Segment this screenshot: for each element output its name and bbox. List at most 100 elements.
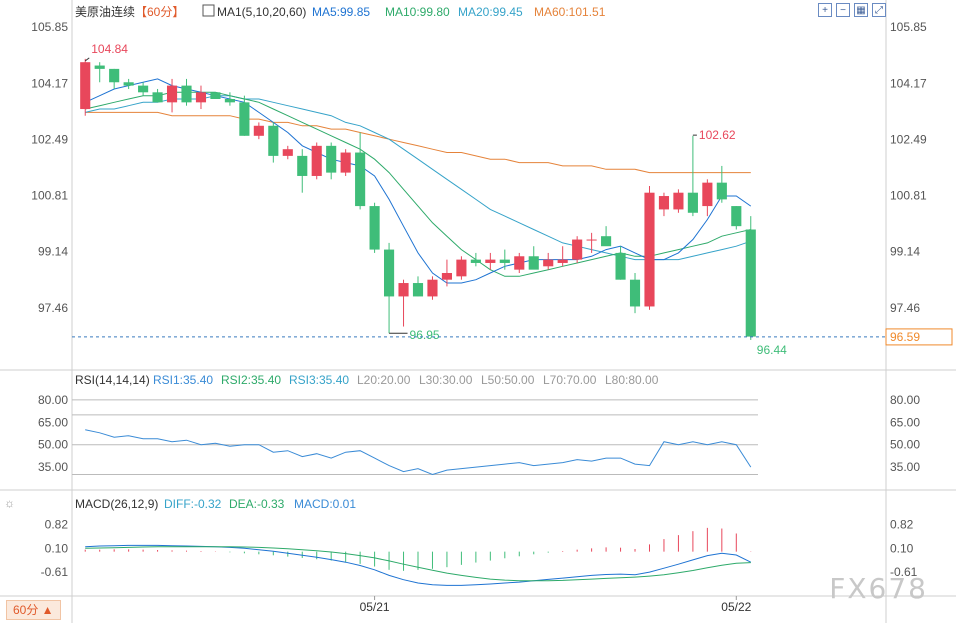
price-tick-label-left: 100.81 <box>31 189 68 203</box>
candle-body <box>731 206 742 227</box>
watermark: FX678 <box>829 572 928 605</box>
candle-body <box>745 229 756 337</box>
candle-body <box>253 125 264 136</box>
candle-body <box>557 259 568 263</box>
period-button[interactable]: 60分 ▲ <box>6 600 61 620</box>
candle-body <box>398 283 409 297</box>
candle-body <box>427 279 438 297</box>
candle-body <box>658 196 670 210</box>
price-tick-label-right: 104.17 <box>890 76 927 90</box>
macd-tick-label-left: -0.61 <box>41 565 69 579</box>
chart-toolbar: + − ▦ ⤢ <box>818 3 886 17</box>
candle-body <box>340 152 351 173</box>
date-tick-label: 05/21 <box>360 600 390 614</box>
high-pointer <box>84 57 90 62</box>
candle-body <box>702 182 713 207</box>
rsi-line <box>85 429 752 476</box>
ma10-value: MA10:99.80 <box>385 5 450 19</box>
dea-line <box>85 546 751 582</box>
price-tick-label-right: 97.46 <box>890 301 920 315</box>
candle-body <box>311 145 322 176</box>
zoom-out-icon[interactable]: − <box>836 3 850 17</box>
high-annotation: 104.84 <box>91 42 128 56</box>
candle-body <box>123 82 134 86</box>
candle-body <box>687 192 698 213</box>
macd-tick-label-right: 0.10 <box>890 541 914 555</box>
macd-label: MACD(26,12,9) <box>75 497 158 511</box>
ma60-line <box>85 111 751 174</box>
rsi-tick-label-right: 80.00 <box>890 393 920 407</box>
candle-body <box>166 85 178 103</box>
candle-body <box>716 182 727 200</box>
candle-body <box>412 283 424 297</box>
l20-value: L20:20.00 <box>357 373 411 387</box>
candle-body <box>615 252 626 280</box>
ma5-line <box>84 78 752 284</box>
last-low-annotation: 96.44 <box>757 343 787 357</box>
candle-body <box>239 102 250 136</box>
rsi-label: RSI(14,14,14) <box>75 373 150 387</box>
period-tag: 【60分】 <box>135 5 184 19</box>
candle-body <box>369 206 380 250</box>
price-tick-label-left: 104.17 <box>31 76 68 90</box>
candle-body <box>456 259 467 277</box>
candle-body <box>195 92 207 103</box>
ma60-value: MA60:101.51 <box>534 5 606 19</box>
candle-body <box>514 256 525 270</box>
candle-body <box>210 92 221 99</box>
candle-body <box>644 192 655 307</box>
candle-body <box>470 259 481 263</box>
candle-body <box>326 145 337 173</box>
candle-body <box>109 68 120 83</box>
candle-body <box>629 279 641 307</box>
instrument-title: 美原油连续 <box>75 4 135 19</box>
ma-icon <box>202 4 215 17</box>
date-tick-label: 05/22 <box>721 600 751 614</box>
rsi-tick-label-left: 80.00 <box>38 393 68 407</box>
price-tick-label-right: 99.14 <box>890 245 920 259</box>
candle-body <box>282 149 293 156</box>
diff-value: DIFF:-0.32 <box>164 497 222 511</box>
ma5-value: MA5:99.85 <box>312 5 370 19</box>
candle-body <box>181 85 192 103</box>
candle-body <box>355 152 366 207</box>
current-price-label: 96.59 <box>890 330 920 344</box>
rsi2-value: RSI2:35.40 <box>221 373 281 387</box>
rsi1-value: RSI1:35.40 <box>153 373 213 387</box>
candle-body <box>152 92 163 103</box>
candle-body <box>80 62 91 110</box>
candle-body <box>268 125 279 156</box>
rsi-tick-label-right: 65.00 <box>890 415 920 429</box>
candle-body <box>485 259 496 263</box>
price-tick-label-left: 102.49 <box>31 132 68 146</box>
rsi-tick-label-left: 65.00 <box>38 415 68 429</box>
dea-value: DEA:-0.33 <box>229 497 285 511</box>
candle-body <box>543 259 554 267</box>
candle-body <box>138 85 149 93</box>
ma20-value: MA20:99.45 <box>458 5 523 19</box>
l80-value: L80:80.00 <box>605 373 659 387</box>
low-annotation: 96.95 <box>410 328 440 342</box>
ma10-line <box>85 91 751 277</box>
macd-tick-label-left: 0.82 <box>45 518 69 532</box>
l30-value: L30:30.00 <box>419 373 473 387</box>
l70-value: L70:70.00 <box>543 373 597 387</box>
candle-body <box>297 155 308 176</box>
candle-body <box>572 239 583 260</box>
zoom-in-icon[interactable]: + <box>818 3 832 17</box>
candle-body <box>224 99 235 103</box>
rsi-tick-label-left: 50.00 <box>38 438 68 452</box>
fullscreen-icon[interactable]: ⤢ <box>872 3 886 17</box>
price-tick-label-right: 102.49 <box>890 132 927 146</box>
macd-value: MACD:0.01 <box>294 497 356 511</box>
ma-label: MA1(5,10,20,60) <box>217 5 306 19</box>
price-tick-label-left: 105.85 <box>31 20 68 34</box>
price-tick-label-right: 100.81 <box>890 189 927 203</box>
rsi-tick-label-right: 35.00 <box>890 460 920 474</box>
recent-high-annotation: 102.62 <box>699 128 736 142</box>
candle-body <box>94 65 105 69</box>
current-price-tag <box>885 328 953 346</box>
grid-icon[interactable]: ▦ <box>854 3 868 17</box>
rsi3-value: RSI3:35.40 <box>289 373 349 387</box>
